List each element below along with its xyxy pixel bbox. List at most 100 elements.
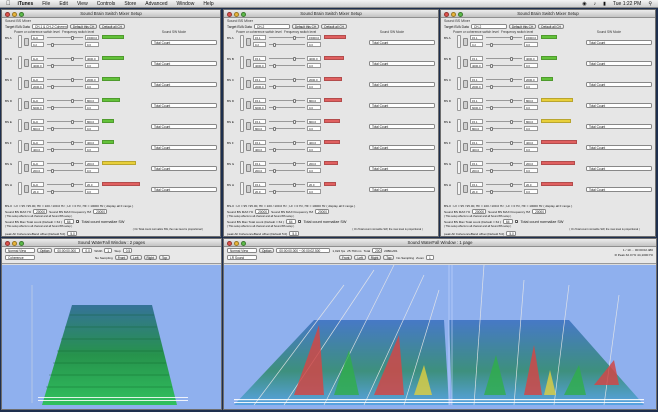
channel-max-field[interactable]: 15000.0: [524, 35, 538, 40]
zoom-button[interactable]: [19, 11, 24, 17]
power-slider-thumb[interactable]: [293, 182, 296, 187]
channel-power-field[interactable]: 1Hz: [31, 140, 44, 145]
freq-slider[interactable]: [269, 105, 305, 110]
zoom-button[interactable]: [458, 11, 463, 17]
peak-offset-field[interactable]: 5.0: [506, 231, 517, 236]
freq-slider-thumb[interactable]: [51, 105, 54, 110]
channel-mode-select[interactable]: Total Count: [151, 61, 217, 66]
power-slider[interactable]: [47, 161, 83, 166]
freq-slider[interactable]: [269, 168, 305, 173]
wifi-icon[interactable]: ◉: [582, 1, 587, 7]
channel-knob[interactable]: [463, 80, 468, 88]
freq-slider[interactable]: [269, 42, 305, 47]
channel-knob[interactable]: [463, 185, 468, 193]
menu-edit[interactable]: Edit: [54, 0, 68, 7]
channel-min-field[interactable]: 0.0: [85, 42, 99, 47]
channel-stepper[interactable]: [18, 35, 22, 48]
channel-max-field[interactable]: 20.0: [524, 182, 538, 187]
channel-min-field[interactable]: 0.0: [307, 189, 321, 194]
channel-min-field[interactable]: 0.0: [307, 168, 321, 173]
freq-slider-thumb[interactable]: [490, 189, 493, 194]
freq-slider-thumb[interactable]: [273, 84, 276, 89]
power-slider[interactable]: [269, 77, 305, 82]
channel-stepper[interactable]: [457, 98, 461, 111]
channel-stepper[interactable]: [18, 119, 22, 132]
freq-slider-thumb[interactable]: [51, 147, 54, 152]
channel-mode-select[interactable]: Total Count: [369, 103, 435, 108]
mixer-titlebar[interactable]: Sound Brain Switch Mixer Setup: [441, 10, 655, 18]
channel-knob[interactable]: [246, 122, 251, 130]
channel-max-field[interactable]: 15000.0: [85, 35, 99, 40]
max-freq-field[interactable]: 20000: [315, 209, 330, 214]
channel-freq-field[interactable]: 800.0: [470, 126, 483, 131]
channel-stepper[interactable]: [240, 35, 244, 48]
channel-min-field[interactable]: 0.0: [85, 84, 99, 89]
channel-stepper[interactable]: [457, 119, 461, 132]
view-top-button[interactable]: Top: [158, 255, 171, 260]
channel-power-field[interactable]: 1Hz: [31, 182, 44, 187]
channel-freq-field[interactable]: 4000.0: [31, 63, 44, 68]
freq-slider[interactable]: [486, 126, 522, 131]
channel-power-field[interactable]: 1Hz: [31, 35, 44, 40]
freq-slider[interactable]: [486, 105, 522, 110]
power-slider-thumb[interactable]: [71, 56, 74, 61]
max-total-field[interactable]: 64: [285, 219, 296, 224]
waterfall-plot-small[interactable]: [2, 265, 221, 409]
power-slider[interactable]: [269, 56, 305, 61]
power-slider[interactable]: [269, 182, 305, 187]
power-slider-thumb[interactable]: [71, 98, 74, 103]
freq-slider[interactable]: [486, 168, 522, 173]
power-slider[interactable]: [269, 98, 305, 103]
channel-power-field[interactable]: 1Hz: [31, 119, 44, 124]
freq-slider-thumb[interactable]: [490, 147, 493, 152]
target-select[interactable]: CH-2: [253, 24, 290, 29]
power-slider[interactable]: [269, 140, 305, 145]
power-slider[interactable]: [47, 140, 83, 145]
channel-power-field[interactable]: 1Hz: [31, 161, 44, 166]
power-slider[interactable]: [47, 56, 83, 61]
channel-freq-field[interactable]: 6000.0: [31, 105, 44, 110]
channel-mode-select[interactable]: Total Count: [586, 40, 652, 45]
power-slider-thumb[interactable]: [510, 182, 513, 187]
close-button[interactable]: [444, 11, 449, 17]
channel-max-field[interactable]: 2000.0: [524, 77, 538, 82]
channel-knob[interactable]: [24, 164, 29, 172]
channel-max-field[interactable]: 4000.0: [307, 56, 321, 61]
power-slider-thumb[interactable]: [71, 140, 74, 145]
view-left-button[interactable]: Left: [130, 255, 142, 260]
channel-mode-select[interactable]: Total Count: [151, 166, 217, 171]
channel-power-field[interactable]: 1Hz: [31, 56, 44, 61]
channel-power-field[interactable]: 15.1: [470, 140, 483, 145]
freq-slider[interactable]: [47, 42, 83, 47]
channel-knob[interactable]: [246, 59, 251, 67]
channel-mode-select[interactable]: Total Count: [369, 145, 435, 150]
zoom-button[interactable]: [241, 11, 246, 17]
waterfall-view-select[interactable]: Coherence: [5, 255, 35, 260]
channel-stepper[interactable]: [18, 56, 22, 69]
freq-slider-thumb[interactable]: [273, 189, 276, 194]
channel-knob[interactable]: [463, 38, 468, 46]
default-all-ch-button[interactable]: Default all CH: [99, 24, 125, 29]
waterfall-big-titlebar[interactable]: Sound WaterFall Window : 1 page: [224, 239, 656, 247]
channel-power-field[interactable]: 15.1: [253, 119, 266, 124]
channel-power-field[interactable]: 15.1: [470, 56, 483, 61]
max-total-field[interactable]: 64: [63, 219, 74, 224]
channel-min-field[interactable]: 0.0: [307, 105, 321, 110]
channel-power-field[interactable]: 15.1: [470, 77, 483, 82]
channel-freq-field[interactable]: 400.0: [31, 147, 44, 152]
channel-mode-select[interactable]: Total Count: [151, 124, 217, 129]
channel-mode-select[interactable]: Total Count: [369, 61, 435, 66]
channel-min-field[interactable]: 0.0: [524, 105, 538, 110]
power-slider-thumb[interactable]: [510, 35, 513, 40]
apple-menu-icon[interactable]: : [6, 1, 11, 7]
freq-slider[interactable]: [486, 42, 522, 47]
minimize-button[interactable]: [451, 11, 456, 17]
channel-max-field[interactable]: 800.0: [307, 119, 321, 124]
big-view-right-button[interactable]: Right: [367, 255, 382, 260]
menu-app-name[interactable]: iTunes: [13, 0, 34, 7]
channel-mode-select[interactable]: Total Count: [369, 166, 435, 171]
freq-slider-thumb[interactable]: [273, 126, 276, 131]
channel-power-field[interactable]: 15.1: [253, 140, 266, 145]
max-freq-field[interactable]: 20000: [532, 209, 547, 214]
freq-slider-thumb[interactable]: [51, 63, 54, 68]
